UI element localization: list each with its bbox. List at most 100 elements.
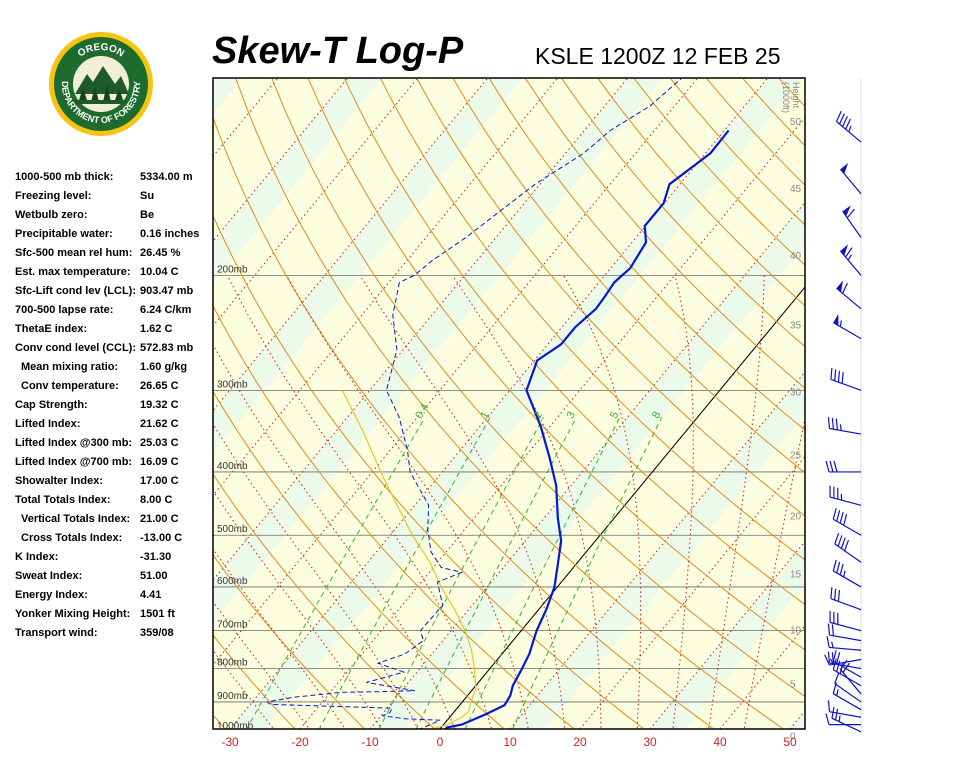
moist-adiabat-line — [213, 343, 456, 729]
wind-barb-flag — [841, 372, 844, 384]
wind-barb-half-flag — [847, 254, 852, 261]
wind-barb-pennant — [840, 244, 849, 256]
index-value: Su — [140, 190, 155, 202]
temperature-tick-label: 10 — [503, 735, 517, 749]
index-label: Mean mixing ratio: — [21, 361, 119, 373]
isotherm-line — [213, 78, 699, 666]
mixing-ratio-line — [464, 417, 621, 729]
wind-barb-flag — [836, 660, 841, 672]
mixing-ratio-line — [512, 417, 663, 729]
wind-barb-staff — [839, 250, 862, 276]
wind-barb-half-flag — [831, 641, 834, 648]
pressure-level-label: 300mb — [217, 379, 248, 390]
isotherm-band — [0, 78, 173, 729]
height-tick-label: 15 — [790, 569, 802, 580]
height-axis-title: (1000ft) — [781, 82, 791, 113]
wind-barb-flag — [842, 116, 848, 127]
mixing-ratio-line — [246, 417, 426, 729]
pressure-level-label: 200mb — [217, 264, 248, 275]
dry-adiabat-line — [213, 634, 296, 729]
index-row: ThetaE index: 1.62 C — [15, 320, 215, 339]
wind-barb-flag — [830, 368, 833, 380]
wind-barb — [834, 672, 862, 703]
isotherm-band — [213, 78, 313, 199]
index-row: Sfc-Lift cond lev (LCL): 903.47 mb — [15, 282, 215, 301]
pressure-level-label: 400mb — [217, 461, 248, 472]
wind-barb-half-flag — [836, 689, 839, 696]
wind-barb-flag — [825, 713, 830, 725]
moist-adiabat-line — [708, 275, 765, 729]
wind-barb-flag — [832, 559, 837, 572]
isotherm-line — [0, 78, 138, 729]
isotherm-band — [790, 710, 805, 729]
index-label: Vertical Totals Index: — [21, 513, 131, 525]
index-label: Sfc-Lift cond lev (LCL): — [15, 285, 136, 297]
index-value: 0.16 inches — [140, 228, 200, 240]
wind-barb — [824, 654, 862, 666]
index-value: 903.47 mb — [140, 285, 194, 297]
wind-barb — [832, 508, 862, 536]
index-row: 1000-500 mb thick: 5334.00 m — [15, 168, 215, 187]
wind-barb — [825, 460, 861, 473]
moist-adiabat-line — [213, 548, 346, 729]
index-row: Transport wind: 359/08 — [15, 624, 215, 643]
dry-adiabat-line — [213, 116, 715, 729]
index-label: Showalter Index: — [15, 475, 104, 487]
index-value: 8.00 C — [140, 494, 173, 506]
isotherm-band — [0, 78, 103, 729]
mixing-ratio-label: 1 — [478, 410, 491, 421]
temperature-tick-label: 30 — [643, 735, 657, 749]
index-row: Conv temperature: 26.65 C — [15, 377, 215, 396]
wind-barb-flag — [832, 650, 837, 662]
index-value: -31.30 — [140, 551, 172, 563]
index-value: 51.00 — [140, 570, 168, 582]
index-label: Cap Strength: — [15, 399, 88, 411]
moist-adiabat-line — [563, 275, 642, 729]
index-label: Lifted Index @300 mb: — [15, 437, 133, 449]
wind-barb-flag — [831, 417, 835, 430]
height-tick-label: 40 — [790, 251, 802, 262]
wind-barb-staff — [832, 322, 862, 340]
wind-barb-flag — [827, 651, 831, 664]
mixing-ratio-line — [378, 417, 544, 729]
mixing-ratio-label: 5 — [608, 410, 621, 421]
wind-barb — [827, 623, 862, 642]
wind-barb — [826, 636, 862, 651]
wind-barb-half-flag — [843, 570, 846, 578]
wind-barb-flag — [835, 418, 838, 430]
height-tick-label: 20 — [790, 511, 802, 522]
temperature-tick-label: 40 — [713, 735, 727, 749]
index-value: 1.60 g/kg — [140, 361, 188, 373]
wind-barb-flag — [825, 460, 830, 473]
wind-barb-staff — [829, 711, 862, 718]
wind-barb-staff — [829, 496, 862, 506]
index-label: Precipitable water: — [15, 228, 113, 240]
wind-barb — [825, 713, 861, 726]
dewpoint-profile-line — [265, 78, 682, 729]
index-value: 19.32 C — [140, 399, 179, 411]
dry-adiabat-line — [380, 78, 805, 561]
mixing-ratio-label: 2 — [532, 410, 545, 421]
isotherm-line — [509, 371, 805, 729]
pressure-level-label: 800mb — [217, 658, 248, 669]
wind-barb-flag — [834, 588, 837, 601]
index-row: Cross Totals Index: -13.00 C — [15, 529, 215, 548]
wind-barb-flag — [830, 587, 833, 599]
dry-adiabat-line — [344, 78, 805, 606]
wind-barb — [839, 244, 862, 276]
wind-barb-flag — [835, 708, 839, 721]
wind-barb — [842, 205, 862, 238]
wind-barb-flag — [839, 113, 845, 125]
wind-barb-half-flag — [829, 658, 834, 665]
wind-barb — [832, 682, 862, 711]
wind-barb-flag — [832, 508, 837, 520]
dry-adiabat-line — [779, 78, 805, 108]
dry-adiabat-line — [271, 78, 805, 697]
moist-adiabat-line — [213, 423, 419, 729]
isotherm-line — [0, 78, 68, 729]
wind-barb — [832, 559, 862, 588]
index-label: K Index: — [15, 551, 59, 563]
wind-barb-staff — [832, 518, 862, 536]
wind-barb — [831, 706, 862, 733]
index-row: 700-500 lapse rate: 6.24 C/km — [15, 301, 215, 320]
